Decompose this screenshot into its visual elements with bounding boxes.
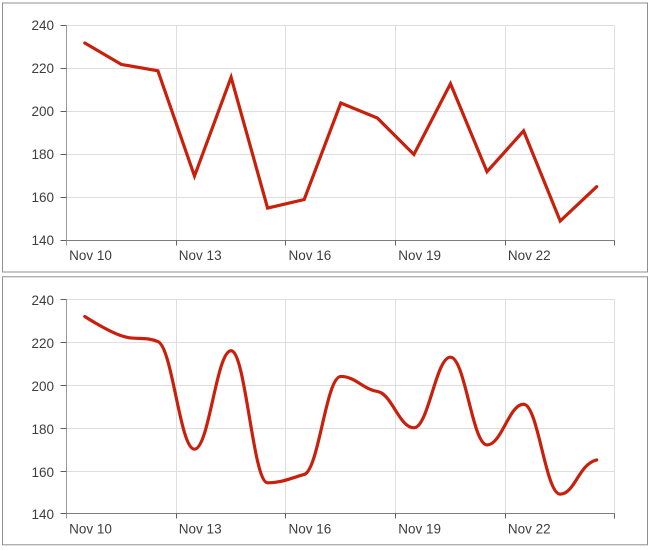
svg-text:Nov 22: Nov 22: [508, 248, 551, 263]
svg-text:200: 200: [31, 104, 54, 119]
svg-text:240: 240: [31, 293, 54, 308]
svg-text:160: 160: [31, 190, 54, 205]
svg-text:180: 180: [31, 422, 54, 437]
svg-text:Nov 19: Nov 19: [398, 522, 441, 537]
svg-text:140: 140: [31, 233, 54, 248]
svg-text:Nov 19: Nov 19: [398, 248, 441, 263]
svg-text:220: 220: [31, 61, 54, 76]
svg-text:Nov 10: Nov 10: [69, 522, 112, 537]
svg-text:Nov 22: Nov 22: [508, 522, 551, 537]
svg-text:220: 220: [31, 336, 54, 351]
svg-text:160: 160: [31, 465, 54, 480]
svg-text:200: 200: [31, 379, 54, 394]
svg-text:Nov 10: Nov 10: [69, 248, 112, 263]
svg-text:Nov 16: Nov 16: [289, 248, 332, 263]
svg-text:140: 140: [31, 507, 54, 522]
svg-text:240: 240: [31, 18, 54, 33]
svg-text:Nov 13: Nov 13: [179, 522, 222, 537]
svg-text:Nov 16: Nov 16: [289, 522, 332, 537]
svg-text:180: 180: [31, 147, 54, 162]
svg-text:Nov 13: Nov 13: [179, 248, 222, 263]
